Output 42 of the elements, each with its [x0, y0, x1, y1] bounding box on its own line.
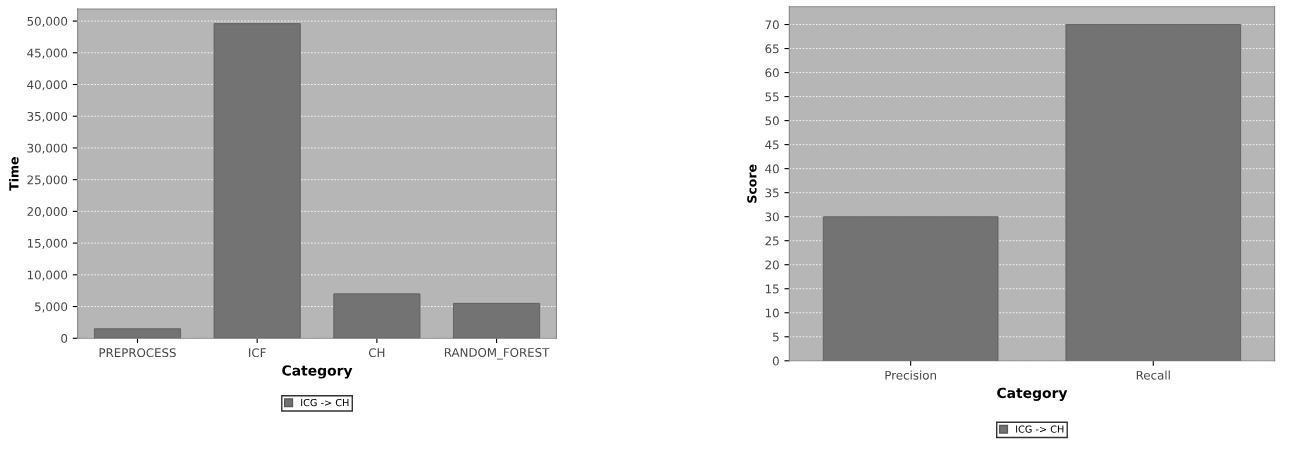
- y-tick-label: 5,000: [35, 302, 68, 313]
- y-tick-label: 0: [61, 333, 68, 343]
- x-axis-title: Category: [282, 365, 353, 379]
- y-tick-label: 30: [765, 212, 779, 222]
- bar: [453, 302, 541, 339]
- y-tick-label: 15: [765, 284, 779, 294]
- y-tick-label: 20,000: [27, 207, 68, 218]
- y-tick-label: 60: [765, 68, 779, 78]
- y-tick-label: 5: [773, 332, 779, 342]
- bar: [93, 328, 181, 339]
- y-tick-label: 25: [765, 236, 779, 246]
- y-tick-label: 50,000: [27, 16, 68, 27]
- x-tick-label: CH: [368, 348, 385, 358]
- y-axis-title: Time: [8, 157, 19, 191]
- y-tick-label: 30,000: [27, 143, 68, 154]
- legend-label: ICG -> CH: [1016, 425, 1064, 433]
- y-tick-label: 40: [765, 164, 779, 174]
- x-tick-label: PREPROCESS: [99, 348, 176, 358]
- x-axis-title: Category: [997, 387, 1068, 401]
- y-tick-label: 15,000: [27, 238, 68, 249]
- y-tick-label: 40,000: [27, 80, 68, 91]
- bar: [213, 23, 301, 339]
- y-tick-label: 25,000: [27, 175, 68, 186]
- y-tick-label: 35: [765, 188, 779, 198]
- x-tick-label: RANDOM_FOREST: [444, 347, 550, 360]
- bar: [333, 293, 421, 339]
- x-tick-label: Precision: [885, 370, 936, 380]
- y-tick-label: 65: [765, 44, 779, 54]
- x-tick-label: ICF: [249, 348, 266, 358]
- y-tick-label: 45: [765, 140, 779, 150]
- y-axis-title: Score: [747, 164, 757, 203]
- y-tick-label: 70: [765, 20, 779, 30]
- y-tick-label: 55: [765, 92, 779, 102]
- y-tick-label: 35,000: [27, 111, 68, 123]
- x-tick-label: Recall: [1136, 370, 1170, 380]
- y-tick-label: 20: [765, 260, 779, 270]
- y-tick-label: 10: [765, 308, 779, 318]
- y-tick-label: 45,000: [27, 48, 68, 59]
- y-tick-label: 10,000: [27, 270, 68, 281]
- y-tick-label: 0: [772, 356, 779, 366]
- legend-label: ICG -> CH: [301, 398, 349, 407]
- y-tick-label: 50: [765, 116, 779, 126]
